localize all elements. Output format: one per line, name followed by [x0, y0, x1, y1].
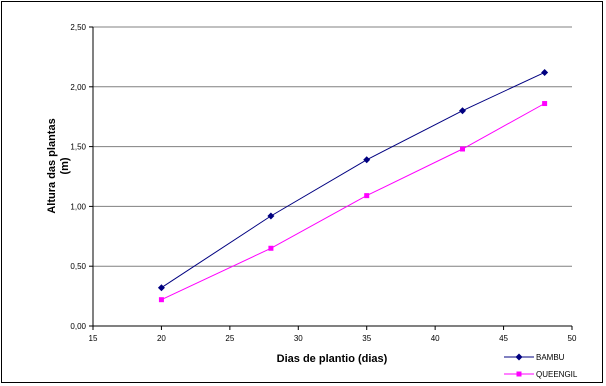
legend-label-queengil: QUEENGIL [536, 370, 578, 379]
y-tick-label: 1,50 [70, 143, 86, 152]
x-tick-label: 30 [294, 334, 303, 343]
y-axis-title-line2: (m) [59, 157, 71, 174]
y-tick-label: 1,00 [70, 202, 86, 211]
legend-marker-queengil [516, 371, 522, 377]
legend-marker-bambu [515, 353, 523, 361]
data-point-bambu [363, 156, 371, 164]
y-tick-label: 2,50 [70, 23, 86, 32]
data-point-queengil [268, 245, 274, 251]
data-point-queengil [460, 146, 466, 152]
legend-label-bambu: BAMBU [536, 353, 565, 362]
data-point-bambu [157, 284, 165, 292]
grid-layer [93, 26, 572, 267]
y-axis-title-line1: Altura das plantas [46, 118, 58, 213]
series-line-queengil [161, 103, 545, 301]
series-line-bambu [161, 71, 545, 289]
x-tick-label: 35 [362, 334, 371, 343]
data-point-bambu [267, 212, 275, 220]
series-layer [157, 68, 549, 303]
x-tick-label: 40 [431, 334, 440, 343]
x-axis-title: Dias de plantio (dias) [277, 353, 388, 365]
y-tick-label: 0,00 [70, 322, 86, 331]
legend: BAMBU QUEENGIL [504, 353, 578, 379]
data-point-bambu [459, 107, 467, 115]
data-point-queengil [158, 297, 164, 303]
axes-layer [89, 26, 573, 330]
x-tick-label: 50 [568, 334, 577, 343]
y-tick-label: 0,50 [70, 262, 86, 271]
data-point-queengil [364, 193, 370, 199]
x-tick-label: 15 [89, 334, 98, 343]
x-tick-label: 45 [499, 334, 508, 343]
x-tick-label: 20 [157, 334, 166, 343]
y-tick-label: 2,00 [70, 83, 86, 92]
data-point-bambu [541, 68, 549, 76]
data-point-queengil [542, 101, 548, 107]
labels-layer: Dias de plantio (dias) Altura das planta… [46, 23, 577, 365]
x-tick-label: 25 [225, 334, 234, 343]
